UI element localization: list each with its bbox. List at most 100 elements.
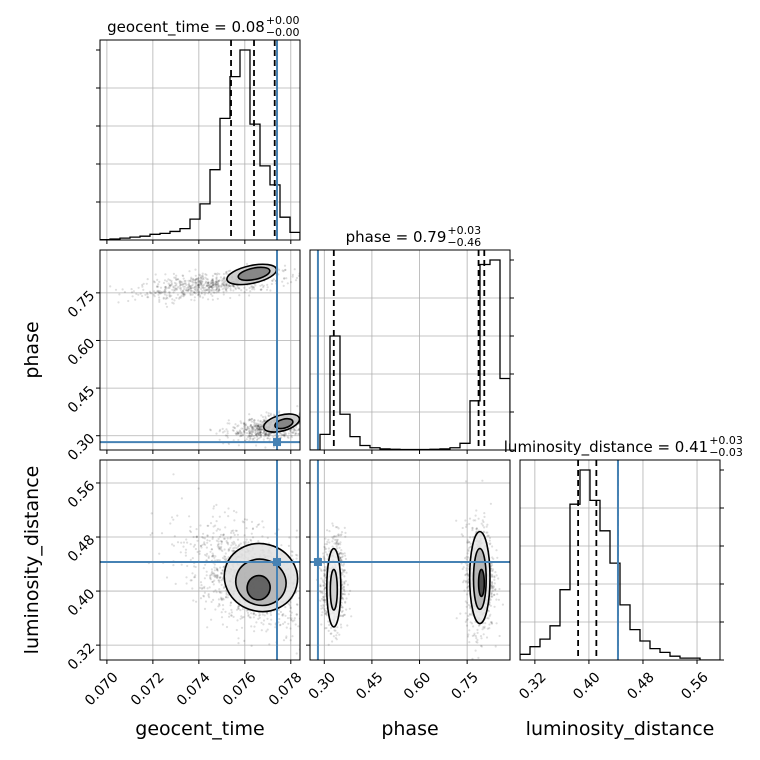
sample-point [243,542,246,546]
sample-point [307,267,309,269]
sample-point [170,284,173,287]
sample-point [224,596,228,599]
sample-point [283,433,286,436]
sample-point [156,289,160,292]
sample-point [223,277,226,281]
sample-point [243,291,246,294]
sample-point [258,437,261,440]
sample-point [225,290,228,293]
sample-point [236,538,240,541]
sample-point [491,586,494,589]
sample-point [252,286,255,289]
sample-point [257,432,260,435]
sample-point [216,281,219,284]
sample-point [238,294,241,297]
sample-point [252,427,255,430]
sample-point [247,427,250,430]
sample-point [177,278,180,281]
sample-point [169,284,172,287]
sample-point [279,623,282,626]
sample-point [223,430,226,433]
sample-point [226,422,229,425]
sample-point [182,285,185,288]
sample-point [223,279,226,282]
sample-point [217,540,220,543]
sample-point [186,289,189,292]
sample-point [295,553,298,557]
sample-point [222,293,225,296]
sample-point [162,296,165,299]
sample-point [469,545,472,549]
sample-point [252,438,255,441]
sample-point [255,428,258,431]
sample-point [214,285,217,288]
sample-point [284,606,287,609]
sample-point [468,522,471,526]
sample-point [182,274,185,277]
sample-point [159,286,163,289]
sample-point [290,436,293,439]
sample-point [171,301,174,304]
sample-point [256,428,259,431]
sample-point [235,547,238,550]
sample-point [264,433,267,436]
sample-point [240,615,243,618]
sample-point [196,288,199,291]
sample-point [261,428,264,431]
sample-point [265,411,268,414]
sample-point [253,423,256,426]
sample-point [162,281,166,285]
sample-point [256,437,259,440]
sample-point [248,434,251,437]
sample-point [191,557,194,560]
sample-point [197,280,200,283]
sample-point [170,279,173,282]
sample-point [181,283,185,286]
sample-point [267,415,271,418]
sample-point [246,426,249,429]
sample-point [210,573,213,577]
sample-point [327,538,330,541]
sample-point [146,292,149,295]
sample-point [281,614,284,617]
sample-point [197,292,200,295]
sample-point [238,287,241,290]
sample-point [326,554,329,557]
sample-point [461,581,465,584]
sample-point [256,424,259,427]
sample-point [193,291,196,294]
sample-point [225,271,228,274]
sample-point [306,615,308,617]
sample-point [176,541,180,544]
sample-point [278,624,282,627]
sample-point [191,587,194,590]
sample-point [250,431,253,434]
sample-point [231,429,234,432]
sample-point [320,569,323,573]
sample-point [197,283,200,286]
sample-point [173,535,176,538]
sample-point [285,277,288,280]
sample-point [187,289,190,292]
grid [100,40,300,240]
sample-point [304,592,306,594]
sample-point [340,556,343,559]
sample-point [252,434,255,438]
sample-point [209,576,212,579]
sample-point [259,284,262,287]
sample-point [249,419,252,422]
sample-point [153,290,156,293]
sample-point [467,556,470,559]
sample-point [343,593,347,596]
sample-point [472,625,475,628]
sample-point [157,293,160,296]
sample-point [483,526,486,529]
sample-point [193,281,196,284]
sample-point [342,571,345,574]
sample-point [151,532,154,535]
sample-point [226,537,229,540]
sample-point [279,432,283,435]
sample-point [182,277,185,280]
sample-point [291,554,294,557]
sample-point [329,632,332,635]
